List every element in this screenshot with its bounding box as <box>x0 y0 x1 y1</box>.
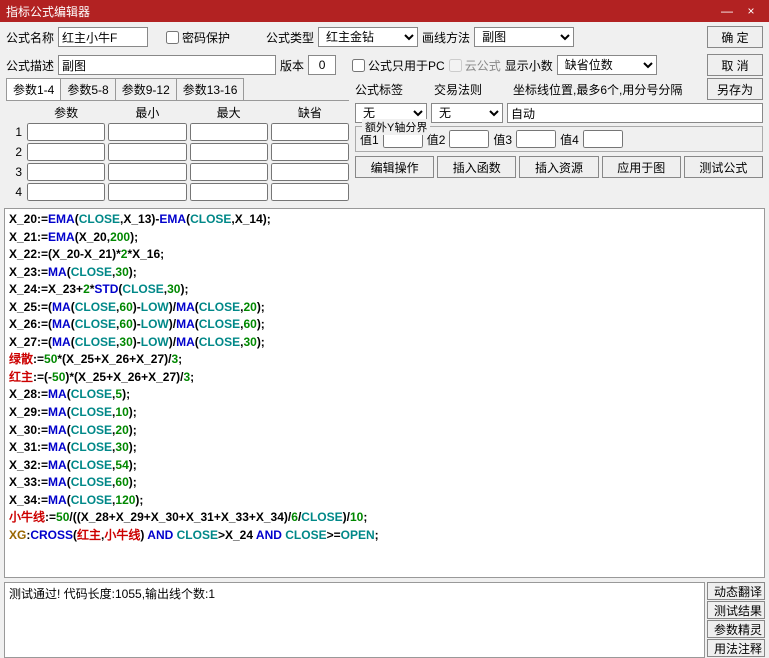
param-grid: 参数 最小 最大 缺省 1 2 3 4 <box>6 101 349 204</box>
usage-button[interactable]: 用法注释 <box>707 639 765 657</box>
coord-label: 坐标线位置,最多6个,用分号分隔 <box>513 81 703 98</box>
type-label: 公式类型 <box>266 29 314 46</box>
col-min: 最小 <box>108 104 186 121</box>
param-input[interactable] <box>108 123 186 141</box>
name-label: 公式名称 <box>6 29 54 46</box>
param-panel: 参数1-4 参数5-8 参数9-12 参数13-16 参数 最小 最大 缺省 1… <box>0 78 769 204</box>
param-input[interactable] <box>27 143 105 161</box>
row-name: 公式名称 密码保护 公式类型 红主金钻 画线方法 副图 确 定 <box>0 22 769 50</box>
pwd-checkbox[interactable]: 密码保护 <box>166 29 230 46</box>
dyntrans-button[interactable]: 动态翻译 <box>707 582 765 600</box>
row-num: 4 <box>6 185 24 199</box>
row-desc: 公式描述 版本 公式只用于PC 云公式 显示小数 缺省位数 取 消 <box>0 50 769 78</box>
insert-res-button[interactable]: 插入资源 <box>519 156 598 178</box>
apply-chart-button[interactable]: 应用于图 <box>602 156 681 178</box>
param-input[interactable] <box>190 163 268 181</box>
v4-input[interactable] <box>583 130 623 148</box>
paramwiz-button[interactable]: 参数精灵 <box>707 620 765 638</box>
param-input[interactable] <box>27 163 105 181</box>
dec-label: 显示小数 <box>505 57 553 74</box>
param-input[interactable] <box>108 163 186 181</box>
param-input[interactable] <box>108 183 186 201</box>
status-output: 测试通过! 代码长度:1055,输出线个数:1 <box>4 582 705 658</box>
row-num: 1 <box>6 125 24 139</box>
row-num: 3 <box>6 165 24 179</box>
ok-button[interactable]: 确 定 <box>707 26 763 48</box>
param-input[interactable] <box>271 123 349 141</box>
insert-func-button[interactable]: 插入函数 <box>437 156 516 178</box>
tab-params-1-4[interactable]: 参数1-4 <box>6 78 61 100</box>
close-icon[interactable]: × <box>739 4 763 18</box>
rule-select[interactable]: 无 <box>431 103 503 123</box>
cloud-checkbox: 云公式 <box>449 57 501 74</box>
param-tabs: 参数1-4 参数5-8 参数9-12 参数13-16 <box>6 78 349 101</box>
col-def: 缺省 <box>271 104 349 121</box>
edit-op-button[interactable]: 编辑操作 <box>355 156 434 178</box>
saveas-button[interactable]: 另存为 <box>707 78 763 100</box>
type-select[interactable]: 红主金钻 <box>318 27 418 47</box>
action-buttons: 编辑操作 插入函数 插入资源 应用于图 测试公式 <box>355 156 763 178</box>
v3-label: 值3 <box>493 131 512 148</box>
row-num: 2 <box>6 145 24 159</box>
desc-input[interactable] <box>58 55 276 75</box>
param-input[interactable] <box>27 123 105 141</box>
test-formula-button[interactable]: 测试公式 <box>684 156 763 178</box>
cancel-button[interactable]: 取 消 <box>707 54 763 76</box>
name-input[interactable] <box>58 27 148 47</box>
v2-input[interactable] <box>449 130 489 148</box>
yaxis-group: 额外Y轴分界 值1 值2 值3 值4 <box>355 126 763 152</box>
v4-label: 值4 <box>560 131 579 148</box>
param-input[interactable] <box>108 143 186 161</box>
col-max: 最大 <box>190 104 268 121</box>
col-name: 参数 <box>27 104 105 121</box>
v3-input[interactable] <box>516 130 556 148</box>
param-input[interactable] <box>271 163 349 181</box>
tag-label: 公式标签 <box>355 83 403 97</box>
coord-input[interactable] <box>507 103 763 123</box>
minimize-icon[interactable]: — <box>715 4 739 18</box>
tab-params-13-16[interactable]: 参数13-16 <box>176 78 245 100</box>
ver-label: 版本 <box>280 57 304 74</box>
tab-params-9-12[interactable]: 参数9-12 <box>115 78 177 100</box>
param-input[interactable] <box>190 143 268 161</box>
code-editor[interactable]: X_20:=EMA(CLOSE,X_13)-EMA(CLOSE,X_14); X… <box>4 208 765 578</box>
param-input[interactable] <box>271 183 349 201</box>
draw-select[interactable]: 副图 <box>474 27 574 47</box>
title-bar: 指标公式编辑器 — × <box>0 0 769 22</box>
ver-input[interactable] <box>308 55 336 75</box>
yaxis-legend: 额外Y轴分界 <box>362 119 430 135</box>
pconly-checkbox[interactable]: 公式只用于PC <box>352 57 445 74</box>
param-input[interactable] <box>27 183 105 201</box>
dec-select[interactable]: 缺省位数 <box>557 55 657 75</box>
param-input[interactable] <box>190 183 268 201</box>
desc-label: 公式描述 <box>6 57 54 74</box>
draw-label: 画线方法 <box>422 29 470 46</box>
tab-params-5-8[interactable]: 参数5-8 <box>60 78 115 100</box>
param-input[interactable] <box>271 143 349 161</box>
param-input[interactable] <box>190 123 268 141</box>
window-title: 指标公式编辑器 <box>6 3 715 20</box>
rule-label: 交易法则 <box>434 83 482 97</box>
testresult-button[interactable]: 测试结果 <box>707 601 765 619</box>
